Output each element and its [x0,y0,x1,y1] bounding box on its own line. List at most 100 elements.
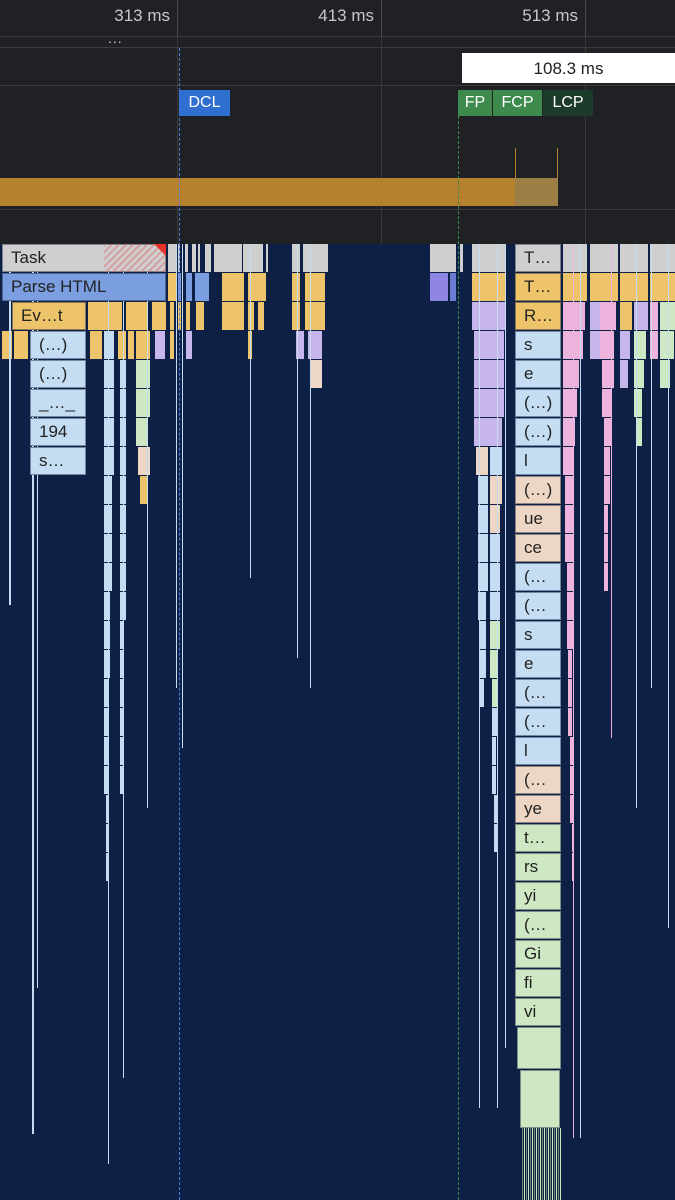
right-call-frame[interactable]: e [515,650,561,678]
right-call-frame[interactable]: (… [515,679,561,707]
flame-slice [492,766,496,794]
track-divider [0,209,675,210]
right-call-frame[interactable]: ce [515,534,561,562]
right-call-frame[interactable]: ye [515,795,561,823]
left-call-frame[interactable]: s… [30,447,86,475]
right-call-frame[interactable]: s [515,621,561,649]
flame-slice [104,360,114,388]
right-call-frame[interactable]: (… [515,708,561,736]
flame-slice [478,505,488,533]
right-call-frame[interactable]: (… [515,563,561,591]
flame-slice [310,244,311,688]
event-block[interactable]: Ev…t [12,302,86,330]
flame-slice [195,273,209,301]
right-call-frame[interactable]: yi [515,882,561,910]
right-call-frame[interactable]: (…) [515,476,561,504]
flame-slice [565,505,573,533]
flame-slice [198,244,200,272]
flame-slice [222,302,244,330]
flame-slice [604,563,608,591]
flame-slice [185,244,188,272]
flame-slice [650,331,658,359]
flame-slice [563,418,575,446]
flame-slice [563,360,579,388]
right-call-frame[interactable]: l [515,737,561,765]
right-call-frame[interactable]: Gi [515,940,561,968]
flame-slice [505,244,506,1048]
flame-slice [248,273,266,301]
flame-slice [590,302,600,330]
flame-slice [552,1128,553,1200]
flame-slice [490,476,502,504]
right-call-frame[interactable]: t… [515,824,561,852]
flame-slice [9,244,11,605]
flame-slice [604,418,612,446]
cpu-activity-bar [515,178,558,206]
right-call-frame[interactable]: ue [515,505,561,533]
flame-slice [90,331,102,359]
flame-slice [634,302,648,330]
right-call-frame[interactable]: (… [515,766,561,794]
flame-slice [528,1128,529,1200]
right-call-frame[interactable]: fi [515,969,561,997]
dcl-marker[interactable]: DCL [179,90,230,116]
right-call-frame[interactable]: (…) [515,389,561,417]
more-tracks-icon[interactable]: ... [108,30,123,46]
right-call-frame[interactable]: T… [515,244,561,272]
flame-slice [292,244,300,272]
flame-slice [530,1128,531,1200]
right-call-frame[interactable]: l [515,447,561,475]
left-call-frame[interactable]: (…) [30,331,86,359]
flame-slice [563,447,573,475]
flame-slice [490,563,500,591]
flame-slice [152,302,166,330]
flame-slice [120,708,124,736]
cpu-tick [515,148,516,178]
right-call-frame[interactable]: (… [515,911,561,939]
flame-slice [570,737,574,765]
flame-slice [476,447,488,475]
long-task-flag-icon [154,244,166,256]
right-call-frame[interactable]: (…) [515,418,561,446]
flame-slice [168,244,176,272]
left-call-frame[interactable]: (…) [30,360,86,388]
right-call-frame[interactable]: rs [515,853,561,881]
fp-marker[interactable]: FP [458,90,492,116]
flame-slice [479,244,480,1108]
right-call-frame[interactable]: T… [515,273,561,301]
flame-slice [568,679,572,707]
flame-slice [460,244,463,272]
flame-slice [600,302,616,330]
lcp-marker[interactable]: LCP [543,90,593,116]
flame-slice [497,244,498,1108]
right-call-frame[interactable]: s [515,331,561,359]
call-frame-unlabeled[interactable] [517,1027,561,1069]
flame-slice [106,795,108,823]
tick-line [585,0,586,36]
timeline-ruler[interactable]: 313 ms 413 ms 513 ms [0,0,675,37]
flame-slice [140,476,148,504]
flame-slice [310,360,322,388]
flame-slice [563,389,577,417]
parse-html-block[interactable]: Parse HTML [2,273,166,301]
right-call-frame[interactable]: (… [515,592,561,620]
flame-slice [303,244,328,272]
flame-slice [590,244,618,272]
right-call-frame[interactable]: R… [515,302,561,330]
right-call-frame[interactable]: vi [515,998,561,1026]
left-call-frame[interactable]: 194 [30,418,86,446]
right-call-frame[interactable]: e [515,360,561,388]
fcp-marker[interactable]: FCP [493,90,542,116]
flame-slice [532,1128,533,1200]
flame-chart[interactable]: Task Parse HTML Ev…t (…) (…) _…_ 194 s… … [0,244,675,1200]
left-call-frame[interactable]: _…_ [30,389,86,417]
flame-slice [106,853,108,881]
flame-slice [472,244,506,272]
flame-slice [292,273,300,301]
flame-slice [478,476,488,504]
flame-slice [136,418,148,446]
flame-slice [88,302,122,330]
call-frame-unlabeled[interactable] [520,1070,560,1128]
flame-slice [634,389,642,417]
flame-slice [536,1128,537,1200]
